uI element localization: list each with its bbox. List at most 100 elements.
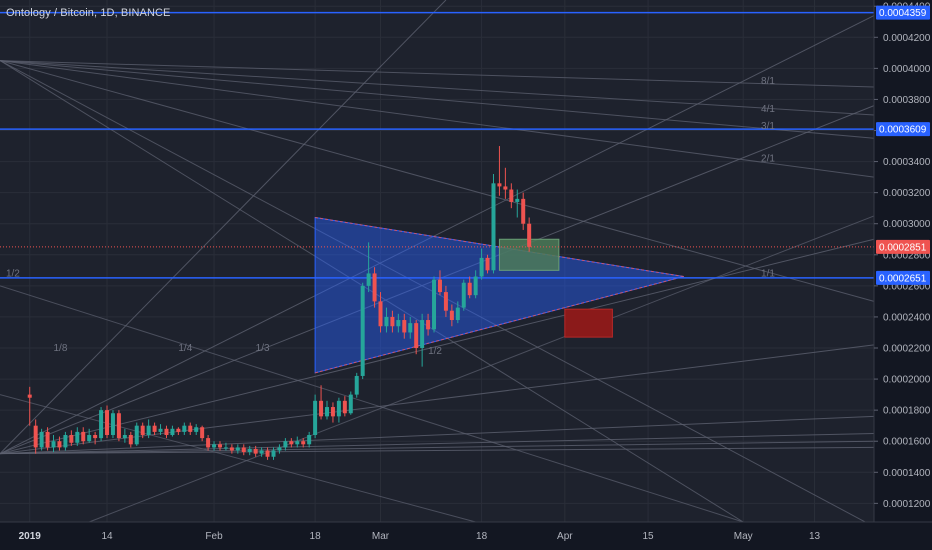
candle-body: [283, 441, 288, 448]
price-tick-label: 0.0003000: [883, 219, 931, 230]
candle-body: [164, 428, 169, 435]
candle-body: [295, 441, 300, 445]
time-tick-label: Mar: [372, 531, 390, 542]
candle-body: [277, 447, 282, 451]
candle-body: [134, 425, 139, 445]
gann-fan-line: [0, 105, 875, 455]
candle-body: [372, 273, 377, 302]
gann-fan-line: [0, 238, 875, 455]
candle-body: [354, 375, 359, 395]
last-price-badge-label: 0.0002851: [879, 242, 927, 253]
candle-body: [265, 450, 270, 457]
fan-label: 1/1: [761, 269, 775, 280]
candle-body: [69, 435, 74, 443]
time-tick-label: 18: [310, 531, 322, 542]
fan-label: 2/1: [761, 154, 775, 165]
candle-body: [99, 410, 104, 439]
candle-body: [491, 183, 496, 271]
level-badge: [876, 122, 930, 137]
gann-fan-line: [0, 415, 875, 455]
fan-label: 1/8: [54, 343, 68, 354]
time-tick-label: May: [734, 531, 753, 542]
trend-line: [89, 215, 875, 523]
candle-body: [188, 425, 193, 432]
candle-body: [271, 450, 276, 457]
candle-body: [336, 400, 341, 417]
time-tick-label: Apr: [557, 531, 573, 542]
gann-fan-line: [0, 60, 875, 116]
candle-body: [443, 292, 448, 311]
stop-box-red: [564, 308, 613, 338]
candle-body: [408, 323, 413, 333]
candle-body: [307, 435, 312, 445]
candle-body: [158, 428, 163, 432]
candle-body: [301, 441, 306, 445]
price-tick-label: 0.0001400: [883, 468, 931, 479]
candle-body: [527, 223, 532, 247]
candle-body: [140, 425, 145, 435]
candle-body: [473, 276, 478, 296]
candle-body: [426, 320, 431, 330]
candle-body: [206, 438, 211, 448]
candle-body: [241, 447, 246, 453]
time-tick-label: 14: [101, 531, 113, 542]
candle-body: [325, 407, 330, 417]
price-tick-label: 0.0003400: [883, 157, 931, 168]
fan-label: 8/1: [761, 76, 775, 87]
price-tick-label: 0.0001200: [883, 499, 931, 510]
candle-body: [432, 279, 437, 330]
price-tick-label: 0.0002000: [883, 375, 931, 386]
candle-body: [420, 320, 425, 348]
candle-body: [521, 198, 526, 224]
candle-body: [366, 273, 371, 286]
price-tick-label: 0.0003200: [883, 188, 931, 199]
fan-label: 3/1: [761, 121, 775, 132]
candle-body: [253, 448, 258, 454]
candle-body: [93, 435, 98, 439]
candle-body: [182, 425, 187, 432]
candle-body: [259, 450, 264, 454]
time-tick-label: 13: [809, 531, 821, 542]
candle-body: [378, 301, 383, 327]
candle-body: [461, 282, 466, 308]
candle-body: [39, 431, 44, 448]
gann-fan-line: [0, 344, 875, 455]
level-badge-label: 0.0004359: [879, 8, 927, 19]
candle-body: [45, 431, 50, 448]
level-badge: [876, 5, 930, 20]
price-tick-label: 0.0002600: [883, 281, 931, 292]
time-tick-label: 2019: [19, 531, 42, 542]
candle-body: [414, 323, 419, 348]
candle-body: [122, 435, 127, 439]
gann-fan-line: [0, 60, 875, 178]
last-price-badge: [876, 239, 930, 254]
candle-body: [200, 427, 205, 439]
candle-body: [63, 435, 68, 448]
gann-fan-line: [0, 60, 875, 88]
time-tick-label: 15: [643, 531, 655, 542]
price-tick-label: 0.0004000: [883, 64, 931, 75]
gann-fan-line: [0, 440, 875, 455]
candle-body: [384, 316, 389, 327]
candle-body: [212, 444, 217, 448]
fan-label: 1/3: [256, 343, 270, 354]
candle-body: [51, 441, 56, 448]
candle-body: [348, 394, 353, 414]
gann-fan-line: [0, 432, 875, 455]
candle-body: [467, 282, 472, 296]
level-badge: [876, 270, 930, 285]
candle-body: [110, 413, 115, 435]
candle-body: [289, 441, 294, 445]
candle-body: [105, 410, 110, 435]
level-badge-label: 0.0003609: [879, 125, 927, 136]
candle-body: [330, 407, 335, 417]
candle-body: [229, 447, 234, 451]
candle-body: [437, 279, 442, 293]
fan-label: 1/2: [428, 346, 442, 357]
candle-body: [87, 435, 92, 442]
candle-body: [509, 189, 514, 202]
candle-body: [235, 447, 240, 451]
trend-line: [0, 394, 476, 523]
